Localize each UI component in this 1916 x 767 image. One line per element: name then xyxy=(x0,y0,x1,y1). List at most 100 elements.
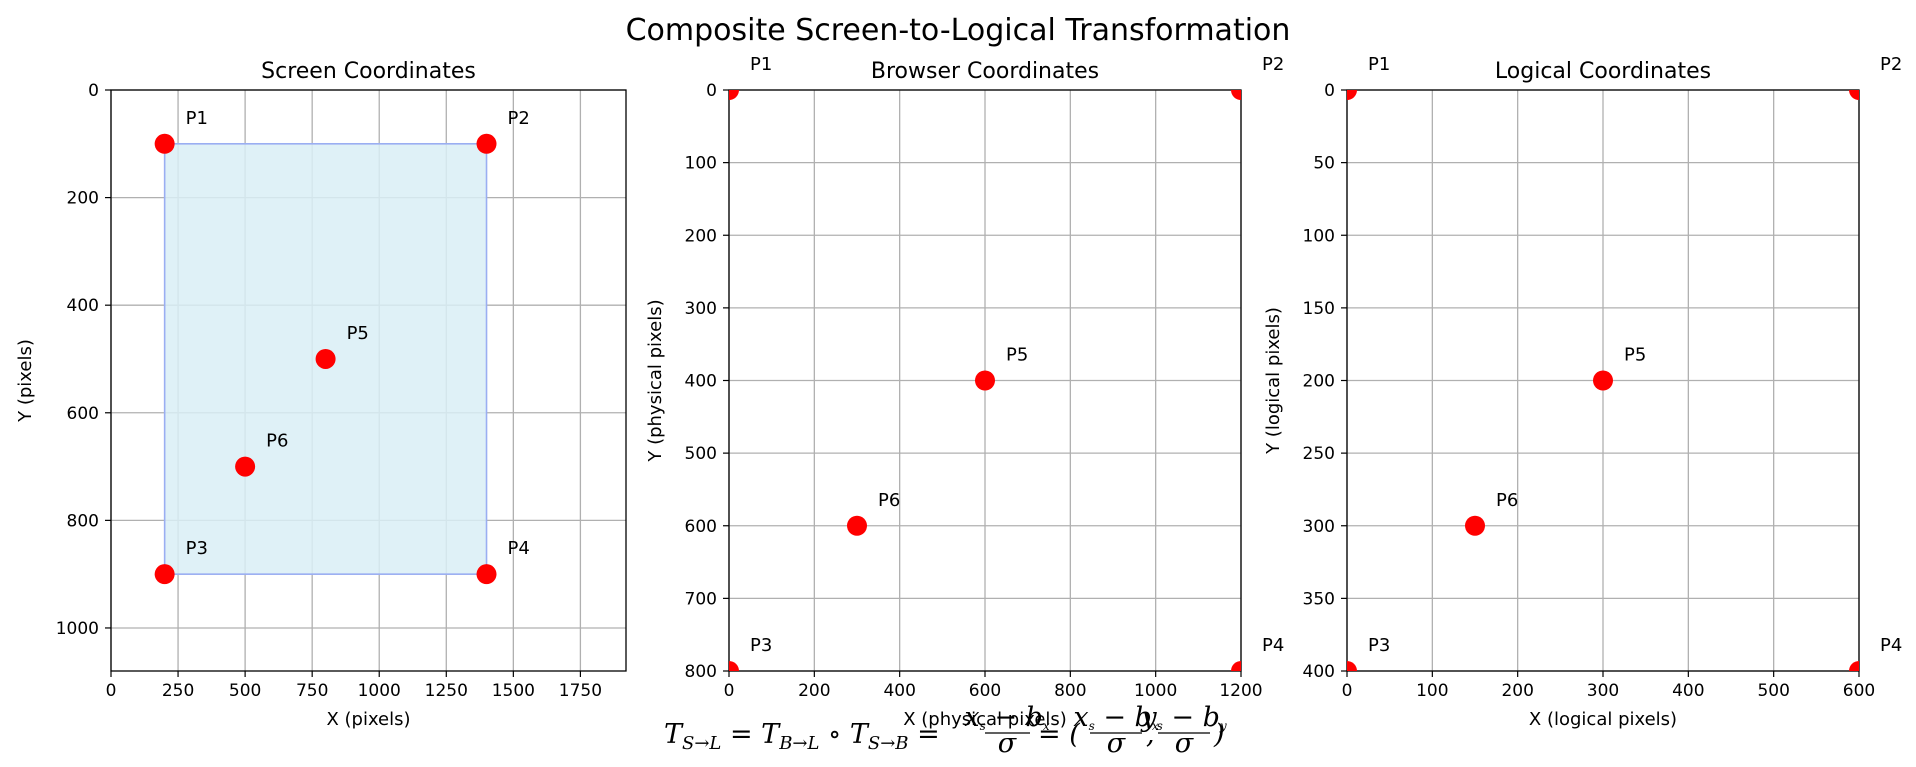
panel-title: Screen Coordinates xyxy=(261,59,476,84)
data-point-p6 xyxy=(847,515,867,536)
x-tick-label: 0 xyxy=(724,681,735,701)
data-point-p1 xyxy=(154,133,175,154)
data-point-p5 xyxy=(975,370,995,391)
x-tick-label: 200 xyxy=(1501,681,1533,701)
y-tick-label: 500 xyxy=(685,444,717,464)
y-tick-label: 400 xyxy=(67,296,99,316)
svg-text:): ) xyxy=(1213,719,1225,750)
point-label-p1: P1 xyxy=(750,54,772,75)
data-point-p3 xyxy=(154,564,175,585)
y-tick-label: 400 xyxy=(1303,662,1335,682)
point-label-p3: P3 xyxy=(750,635,772,656)
x-tick-label: 400 xyxy=(1672,681,1704,701)
point-label-p5: P5 xyxy=(1006,345,1028,366)
point-label-p3: P3 xyxy=(1368,635,1390,656)
y-tick-label: 0 xyxy=(1324,81,1335,101)
x-tick-label: 750 xyxy=(296,681,328,701)
point-label-p3: P3 xyxy=(186,538,208,559)
y-tick-label: 300 xyxy=(1303,517,1335,537)
panels: 0 250 500 750 1000 1250 1500 175002004006008001… xyxy=(15,54,1902,730)
y-axis-label: Y (physical pixels) xyxy=(645,299,666,462)
chart-panel-1: 0 250 500 750 1000 1250 1500 1750 0 200 400 600 800 1… xyxy=(15,59,627,730)
y-tick-label: 400 xyxy=(685,372,717,392)
x-axis-label: X (pixels) xyxy=(326,709,410,730)
y-tick-label: 0 xyxy=(706,81,717,101)
point-label-p5: P5 xyxy=(1624,345,1646,366)
x-tick-label: 800 xyxy=(1054,681,1086,701)
data-point-p4 xyxy=(1231,661,1241,671)
panel-title: Browser Coordinates xyxy=(871,59,1099,84)
x-tick-label: 200 xyxy=(798,681,830,701)
y-tick-label: 600 xyxy=(685,517,717,537)
y-tick-label: 150 xyxy=(1303,299,1335,319)
points-group xyxy=(154,133,497,585)
data-point-p4 xyxy=(1849,661,1859,671)
x-tick-label: 500 xyxy=(1757,681,1789,701)
x-tick-label: 0 xyxy=(1342,681,1353,701)
point-label-p4: P4 xyxy=(508,538,530,559)
point-label-p4: P4 xyxy=(1880,635,1902,656)
point-label-p4: P4 xyxy=(1262,635,1284,656)
x-tick-label: 1250 xyxy=(425,681,468,701)
point-label-p2: P2 xyxy=(1262,54,1284,75)
data-point-p1 xyxy=(1347,90,1357,100)
svg-text:ys − by: ys − by xyxy=(1140,702,1227,733)
x-axis-label: X (logical pixels) xyxy=(1529,709,1677,730)
point-label-p6: P6 xyxy=(1496,490,1518,511)
point-label-p6: P6 xyxy=(878,490,900,511)
y-tick-label: 0 xyxy=(88,81,99,101)
chart-panel-3: 0 100 200 300 400 500 600 0 50 100 150 200 250 300 350… xyxy=(1263,54,1902,730)
axes-frame xyxy=(110,89,627,672)
figure-title: Composite Screen-to-Logical Transformati… xyxy=(626,13,1291,48)
point-label-p2: P2 xyxy=(508,108,530,129)
svg-text:xs − bx: xs − bx xyxy=(964,702,1049,733)
y-tick-label: 200 xyxy=(1303,372,1335,392)
y-tick-label: 200 xyxy=(67,189,99,209)
points-group xyxy=(729,90,1241,671)
data-point-p3 xyxy=(729,661,739,671)
panel-title: Logical Coordinates xyxy=(1495,59,1711,84)
point-label-p5: P5 xyxy=(347,323,369,344)
data-point-p2 xyxy=(1849,90,1859,100)
x-tick-label: 1200 xyxy=(1219,681,1262,701)
data-point-p4 xyxy=(476,564,497,585)
point-label-p1: P1 xyxy=(1368,54,1390,75)
x-tick-label: 600 xyxy=(1843,681,1875,701)
y-tick-label: 250 xyxy=(1303,444,1335,464)
x-tick-label: 1000 xyxy=(358,681,401,701)
y-tick-label: 350 xyxy=(1303,589,1335,609)
point-label-p2: P2 xyxy=(1880,54,1902,75)
data-point-p6 xyxy=(1465,515,1485,536)
data-point-p3 xyxy=(1347,661,1357,671)
x-tick-label: 300 xyxy=(1587,681,1619,701)
data-point-p2 xyxy=(476,133,497,154)
y-tick-label: 600 xyxy=(67,404,99,424)
point-label-p6: P6 xyxy=(266,431,288,452)
svg-text:σ: σ xyxy=(998,728,1018,759)
x-tick-label: 500 xyxy=(229,681,261,701)
composite-formula: TS→L = TB→L ∘ TS→B = xs − bx σ = ( xs − … xyxy=(664,702,1227,759)
x-tick-label: 0 xyxy=(106,681,117,701)
data-point-p6 xyxy=(235,456,256,477)
y-tick-label: 800 xyxy=(67,511,99,531)
data-point-p2 xyxy=(1231,90,1241,100)
data-point-p1 xyxy=(729,90,739,100)
x-tick-label: 1500 xyxy=(492,681,535,701)
data-point-p5 xyxy=(315,348,336,369)
x-axis-label: X (physical pixels) xyxy=(903,709,1067,730)
x-tick-label: 600 xyxy=(969,681,1001,701)
y-tick-label: 100 xyxy=(685,154,717,174)
x-tick-label: 400 xyxy=(883,681,915,701)
x-tick-label: 1750 xyxy=(559,681,602,701)
svg-text:,: , xyxy=(1146,719,1155,750)
svg-text:σ: σ xyxy=(1175,728,1195,759)
data-point-p5 xyxy=(1593,370,1613,391)
svg-text:σ: σ xyxy=(1107,728,1127,759)
y-tick-label: 100 xyxy=(1303,226,1335,246)
svg-text:= (: = ( xyxy=(1038,719,1081,750)
y-tick-label: 300 xyxy=(685,299,717,319)
y-tick-label: 50 xyxy=(1313,154,1335,174)
y-tick-label: 800 xyxy=(685,662,717,682)
y-axis-label: Y (pixels) xyxy=(15,339,36,423)
